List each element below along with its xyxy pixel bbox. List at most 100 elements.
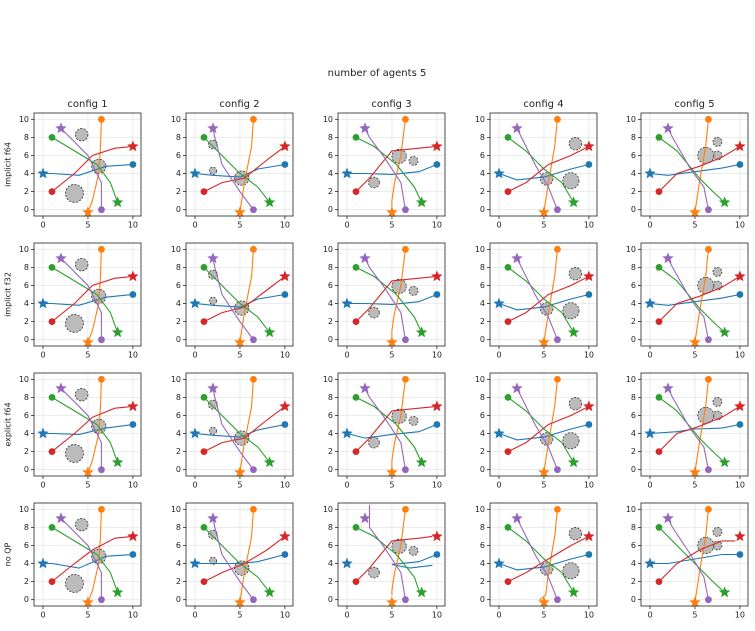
y-tick-label: 2 bbox=[24, 577, 29, 586]
y-tick-label: 10 bbox=[626, 245, 636, 254]
y-tick-label: 6 bbox=[176, 281, 181, 290]
start-marker bbox=[402, 115, 409, 123]
trajectory bbox=[543, 379, 558, 473]
start-marker bbox=[655, 578, 663, 586]
y-tick-label: 4 bbox=[328, 559, 333, 568]
y-tick-label: 8 bbox=[176, 393, 181, 402]
trajectory bbox=[203, 397, 271, 463]
y-tick-label: 4 bbox=[328, 169, 333, 178]
start-marker bbox=[705, 505, 712, 513]
x-tick-label: 5 bbox=[541, 481, 546, 490]
trajectory bbox=[694, 249, 709, 343]
y-tick-label: 8 bbox=[176, 133, 181, 142]
goal-marker bbox=[207, 122, 219, 134]
axes-frame bbox=[185, 502, 294, 607]
trajectory bbox=[43, 163, 133, 176]
y-tick-label: 10 bbox=[323, 115, 333, 124]
trajectory bbox=[87, 509, 102, 603]
y-tick-label: 2 bbox=[24, 187, 29, 196]
y-axis-label: implicit f32 bbox=[4, 272, 13, 317]
start-marker bbox=[504, 523, 512, 531]
trajectory bbox=[43, 553, 133, 569]
goal-marker bbox=[386, 466, 398, 478]
axes-frame bbox=[489, 242, 598, 347]
y-tick-label: 4 bbox=[176, 429, 181, 438]
goal-marker bbox=[359, 252, 371, 264]
y-tick-label: 10 bbox=[323, 245, 333, 254]
start-marker bbox=[655, 318, 663, 326]
goal-marker bbox=[431, 530, 443, 542]
trajectory bbox=[516, 258, 558, 340]
goal-marker bbox=[189, 427, 201, 439]
subplot-title: config 3 bbox=[371, 99, 411, 110]
obstacle bbox=[208, 529, 218, 540]
y-tick-label: 10 bbox=[19, 245, 29, 254]
y-tick-label: 8 bbox=[328, 133, 333, 142]
goal-marker bbox=[583, 140, 595, 152]
trajectory bbox=[391, 509, 406, 596]
trajectory bbox=[355, 136, 423, 203]
start-marker bbox=[554, 115, 561, 123]
start-marker bbox=[705, 375, 712, 383]
goal-marker bbox=[734, 140, 746, 152]
obstacle bbox=[697, 146, 715, 164]
trajectory bbox=[203, 405, 286, 453]
axes-frame bbox=[33, 502, 142, 607]
obstacle bbox=[368, 436, 380, 449]
goal-marker bbox=[644, 557, 656, 569]
start-marker bbox=[98, 375, 105, 383]
y-axis-label: no QP bbox=[4, 543, 13, 567]
x-tick-label: 10 bbox=[432, 221, 442, 230]
start-marker bbox=[48, 263, 56, 271]
x-tick-label: 5 bbox=[85, 351, 90, 360]
goal-marker bbox=[538, 466, 550, 478]
goal-marker bbox=[644, 167, 656, 179]
x-tick-label: 10 bbox=[584, 481, 594, 490]
subplot: 0 5 10 0 2 4 6 8 10 config 2 bbox=[171, 99, 294, 230]
y-tick-label: 6 bbox=[480, 411, 485, 420]
start-marker bbox=[504, 448, 512, 456]
y-tick-label: 8 bbox=[631, 263, 636, 272]
y-tick-label: 2 bbox=[631, 447, 636, 456]
y-tick-label: 6 bbox=[176, 411, 181, 420]
x-tick-label: 5 bbox=[692, 611, 697, 620]
goal-marker bbox=[386, 206, 398, 218]
x-tick-label: 10 bbox=[584, 351, 594, 360]
subplot: 0 5 10 0 2 4 6 8 10 explicit f64 bbox=[4, 372, 142, 490]
y-tick-label: 2 bbox=[631, 317, 636, 326]
goal-marker bbox=[279, 530, 291, 542]
y-tick-label: 8 bbox=[480, 133, 485, 142]
goal-marker bbox=[359, 382, 371, 394]
trajectory bbox=[667, 258, 709, 340]
start-marker bbox=[281, 161, 289, 168]
start-marker bbox=[352, 393, 360, 401]
subplot: 0 5 10 0 2 4 6 8 10 config 5 bbox=[626, 99, 749, 230]
obstacle bbox=[74, 257, 89, 272]
start-marker bbox=[129, 551, 137, 558]
obstacle bbox=[208, 139, 218, 150]
obstacle bbox=[74, 517, 89, 532]
y-tick-label: 4 bbox=[631, 169, 636, 178]
trajectory bbox=[658, 266, 725, 333]
trajectory bbox=[498, 423, 590, 441]
x-tick-label: 10 bbox=[735, 351, 745, 360]
start-marker bbox=[554, 375, 561, 383]
obstacle bbox=[208, 166, 217, 175]
obstacle bbox=[65, 184, 84, 203]
start-marker bbox=[655, 523, 663, 531]
goal-marker bbox=[538, 206, 550, 218]
start-marker bbox=[281, 421, 289, 428]
subplot-title: config 2 bbox=[219, 99, 259, 110]
trajectory bbox=[239, 119, 254, 213]
obstacle bbox=[568, 267, 583, 281]
y-tick-label: 0 bbox=[24, 465, 29, 474]
goal-marker bbox=[511, 122, 523, 134]
axes-frame bbox=[33, 112, 142, 217]
start-marker bbox=[250, 466, 257, 474]
y-tick-label: 0 bbox=[480, 205, 485, 214]
goal-marker bbox=[431, 270, 443, 282]
trajectory bbox=[507, 266, 575, 333]
y-tick-label: 10 bbox=[626, 115, 636, 124]
y-tick-label: 4 bbox=[328, 429, 333, 438]
y-tick-label: 4 bbox=[631, 299, 636, 308]
